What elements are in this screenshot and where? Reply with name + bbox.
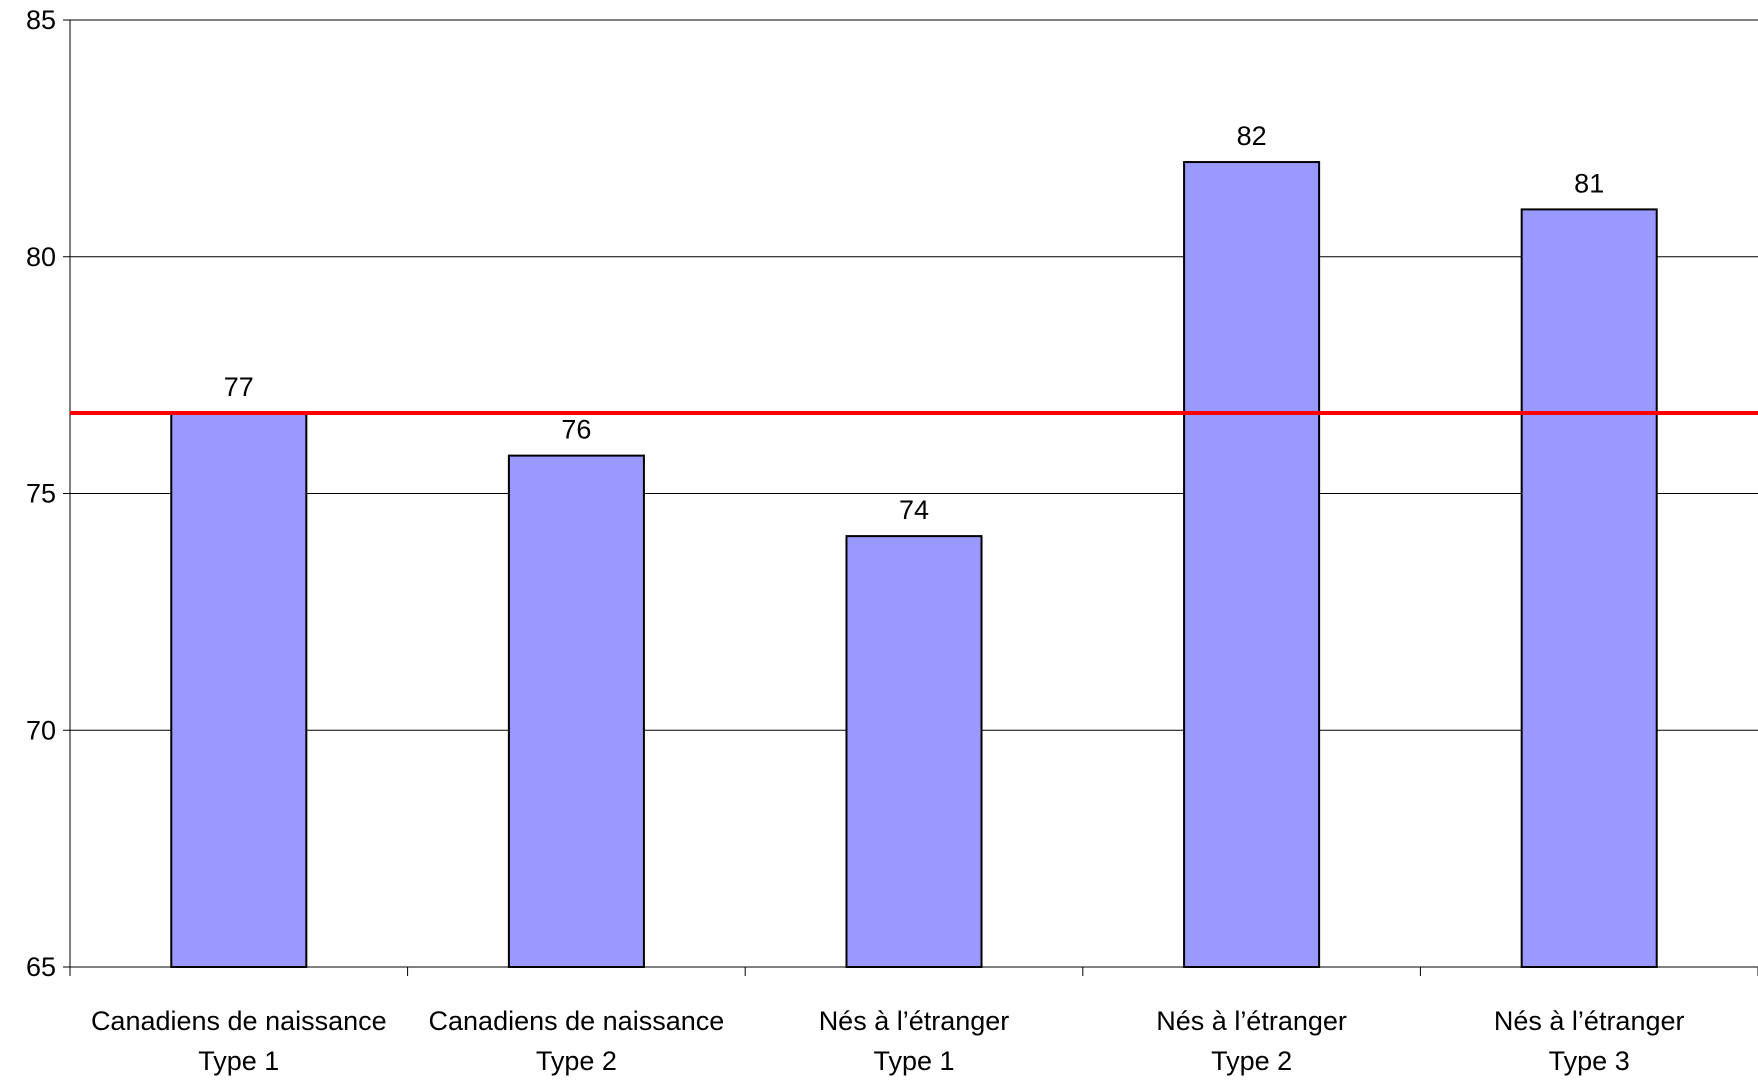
bar — [845, 535, 983, 968]
labels: 65 70 75 80 85 77 Canadiens de naissance Type 1… — [26, 5, 1685, 1076]
y-tick-label: 65 — [26, 952, 56, 982]
bar — [1183, 161, 1321, 969]
x-tick-label: Type 1 — [198, 1046, 279, 1076]
bar — [1520, 208, 1658, 968]
data-label: 77 — [224, 372, 254, 402]
x-tick-label: Type 1 — [873, 1046, 954, 1076]
x-tick-label: Canadiens de naissance — [429, 1006, 725, 1036]
x-tick-label: Type 3 — [1549, 1046, 1630, 1076]
x-tick-label: Canadiens de naissance — [91, 1006, 387, 1036]
y-tick-label: 85 — [26, 5, 56, 35]
y-tick-label: 70 — [26, 715, 56, 745]
bar — [507, 454, 645, 968]
bar — [170, 412, 308, 968]
x-tick-label: Nés à l’étranger — [819, 1006, 1010, 1036]
axes — [63, 19, 1758, 976]
y-tick-label: 75 — [26, 479, 56, 509]
bars — [170, 161, 1658, 969]
x-tick-label: Type 2 — [1211, 1046, 1292, 1076]
data-label: 74 — [899, 495, 929, 525]
data-label: 76 — [561, 415, 591, 445]
data-label: 81 — [1574, 168, 1604, 198]
data-label: 82 — [1237, 121, 1267, 151]
x-tick-label: Nés à l’étranger — [1494, 1006, 1685, 1036]
y-tick-label: 80 — [26, 242, 56, 272]
x-tick-label: Nés à l’étranger — [1156, 1006, 1347, 1036]
x-tick-label: Type 2 — [536, 1046, 617, 1076]
